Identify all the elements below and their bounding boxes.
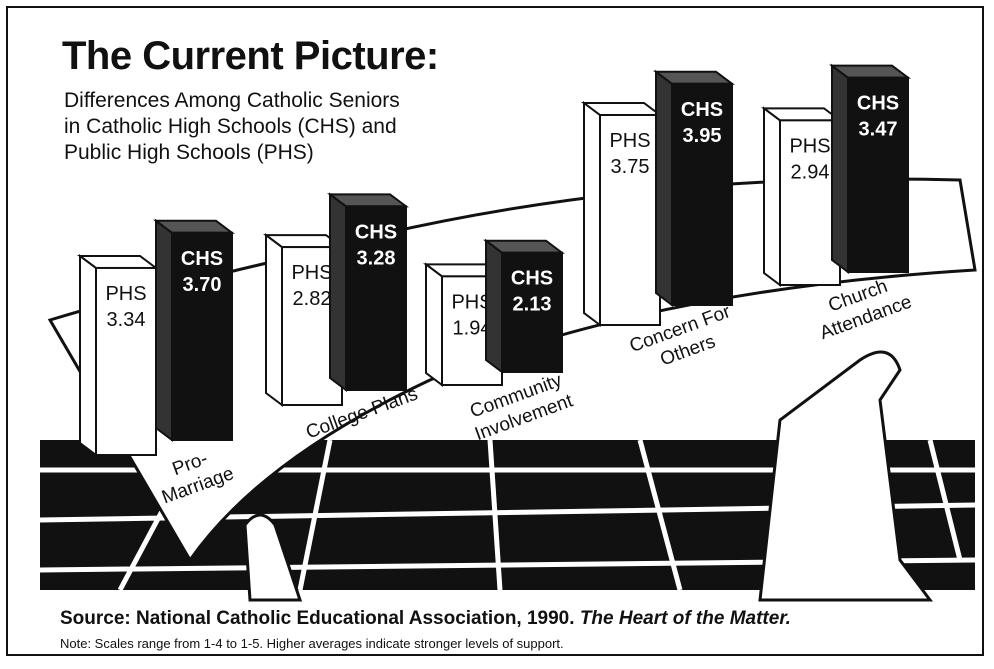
bar-series-label: PHS [609, 130, 650, 152]
bar-series-label: PHS [451, 291, 492, 313]
bar-series-label: PHS [789, 135, 830, 157]
bar-side [583, 101, 601, 327]
value-label: 2.94 [791, 161, 830, 183]
bar-side [265, 233, 283, 407]
value-label: 3.70 [183, 274, 222, 296]
bar-series-label: CHS [511, 268, 553, 290]
hand [243, 513, 303, 602]
bar [847, 76, 909, 274]
bar-series-label: CHS [181, 248, 223, 270]
value-label: 2.13 [513, 294, 552, 316]
value-label: 2.82 [293, 288, 332, 310]
bar-series-label: PHS [105, 283, 146, 305]
bar [599, 114, 661, 326]
note: Note: Scales range from 1-4 to 1-5. High… [60, 636, 564, 651]
value-label: 3.28 [357, 247, 396, 269]
bar-side [329, 192, 347, 392]
bar-series-label: PHS [291, 262, 332, 284]
bar-series-label: CHS [355, 221, 397, 243]
bar [779, 119, 841, 286]
bar-side [485, 238, 503, 374]
value-label: 3.34 [107, 309, 146, 331]
value-label: 1.94 [453, 317, 492, 339]
source-work: The Heart of the Matter. [579, 608, 791, 629]
bar-series-label: CHS [857, 93, 899, 115]
frame [6, 6, 984, 656]
value-label: 3.75 [611, 156, 650, 178]
bar-series-label: CHS [681, 99, 723, 121]
bar-side [655, 69, 673, 307]
bar-side [425, 262, 443, 387]
chart-title: The Current Picture: [62, 34, 439, 78]
source: Source: National Catholic Educational As… [60, 608, 791, 630]
hand [758, 350, 933, 602]
bar [501, 251, 563, 373]
chart-subtitle: Differences Among Catholic Seniors in Ca… [64, 89, 400, 164]
bar [671, 82, 733, 306]
bar-side [763, 106, 781, 287]
value-label: 3.47 [859, 119, 898, 141]
value-label: 3.95 [683, 125, 722, 147]
bar-side [155, 218, 173, 442]
bar-side [831, 63, 849, 274]
bar-side [79, 253, 97, 457]
bar [345, 205, 407, 391]
bar [171, 231, 233, 441]
source-text: Source: National Catholic Educational As… [60, 608, 575, 629]
